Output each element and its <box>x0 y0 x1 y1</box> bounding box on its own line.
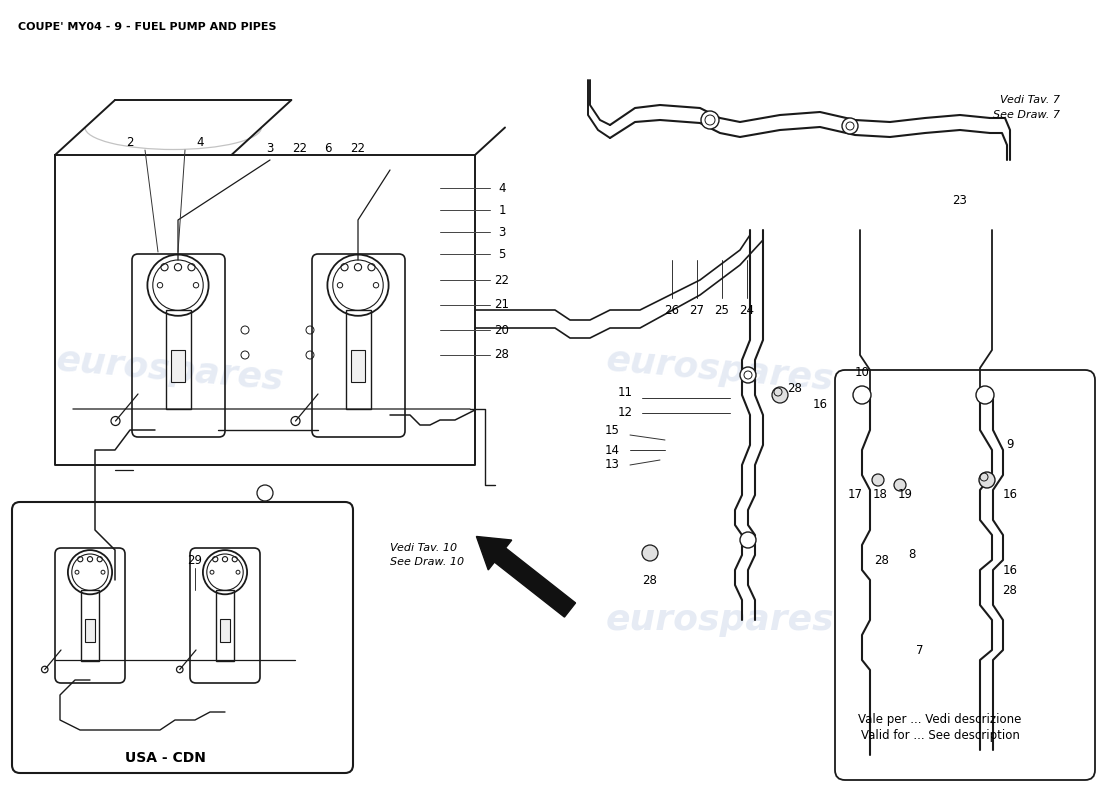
Bar <box>166 310 191 409</box>
Text: 28: 28 <box>1002 583 1018 597</box>
Text: 14: 14 <box>605 443 619 457</box>
Text: 25: 25 <box>715 303 729 317</box>
Text: 2: 2 <box>126 135 134 149</box>
Text: See Draw. 10: See Draw. 10 <box>390 557 464 567</box>
Text: 19: 19 <box>898 487 913 501</box>
Circle shape <box>257 485 273 501</box>
Text: 22: 22 <box>351 142 365 154</box>
FancyArrow shape <box>476 537 575 617</box>
Text: 22: 22 <box>495 274 509 286</box>
Text: 27: 27 <box>690 303 704 317</box>
Text: 29: 29 <box>187 554 202 566</box>
Text: 3: 3 <box>498 226 506 238</box>
Bar <box>220 619 230 642</box>
Bar <box>351 350 365 382</box>
Text: Valid for ... See description: Valid for ... See description <box>860 730 1020 742</box>
Text: 7: 7 <box>916 643 924 657</box>
Text: 10: 10 <box>855 366 869 378</box>
Text: eurospares: eurospares <box>55 343 285 397</box>
Text: 16: 16 <box>1002 563 1018 577</box>
Text: 16: 16 <box>1002 489 1018 502</box>
Text: 6: 6 <box>324 142 332 154</box>
Text: 28: 28 <box>642 574 658 586</box>
Bar <box>346 310 371 409</box>
Circle shape <box>979 472 996 488</box>
Text: 20: 20 <box>495 323 509 337</box>
Text: 28: 28 <box>874 554 890 566</box>
Text: eurospares: eurospares <box>606 603 834 637</box>
Text: USA - CDN: USA - CDN <box>124 751 206 765</box>
Text: 17: 17 <box>847 487 862 501</box>
Text: 12: 12 <box>617 406 632 419</box>
Circle shape <box>842 118 858 134</box>
Text: 24: 24 <box>739 303 755 317</box>
Text: 13: 13 <box>605 458 619 471</box>
Text: 21: 21 <box>495 298 509 311</box>
Text: Vale per ... Vedi descrizione: Vale per ... Vedi descrizione <box>858 714 1022 726</box>
Text: Vedi Tav. 7: Vedi Tav. 7 <box>1000 95 1060 105</box>
Text: 18: 18 <box>872 487 888 501</box>
Text: 4: 4 <box>498 182 506 194</box>
Text: 5: 5 <box>498 247 506 261</box>
Text: 8: 8 <box>909 549 915 562</box>
Text: 9: 9 <box>1006 438 1014 451</box>
Text: 28: 28 <box>788 382 802 394</box>
Text: 22: 22 <box>293 142 308 154</box>
Text: Vedi Tav. 10: Vedi Tav. 10 <box>390 543 458 553</box>
Circle shape <box>642 545 658 561</box>
Bar <box>216 590 234 661</box>
Text: 28: 28 <box>495 349 509 362</box>
Text: 1: 1 <box>498 203 506 217</box>
Text: 16: 16 <box>813 398 827 411</box>
Circle shape <box>772 387 788 403</box>
Text: eurospares: eurospares <box>605 343 835 397</box>
Text: 15: 15 <box>605 423 619 437</box>
Text: See Draw. 7: See Draw. 7 <box>993 110 1060 120</box>
Text: 3: 3 <box>266 142 274 154</box>
Circle shape <box>852 386 871 404</box>
Circle shape <box>740 367 756 383</box>
Bar <box>81 590 99 661</box>
Circle shape <box>976 386 994 404</box>
Text: 26: 26 <box>664 303 680 317</box>
Bar <box>85 619 96 642</box>
Text: 11: 11 <box>617 386 632 398</box>
Circle shape <box>740 532 756 548</box>
Circle shape <box>872 474 884 486</box>
Circle shape <box>701 111 719 129</box>
Circle shape <box>894 479 906 491</box>
Text: COUPE' MY04 - 9 - FUEL PUMP AND PIPES: COUPE' MY04 - 9 - FUEL PUMP AND PIPES <box>18 22 276 32</box>
Bar <box>170 350 185 382</box>
Text: 4: 4 <box>196 135 204 149</box>
Text: 23: 23 <box>953 194 967 206</box>
